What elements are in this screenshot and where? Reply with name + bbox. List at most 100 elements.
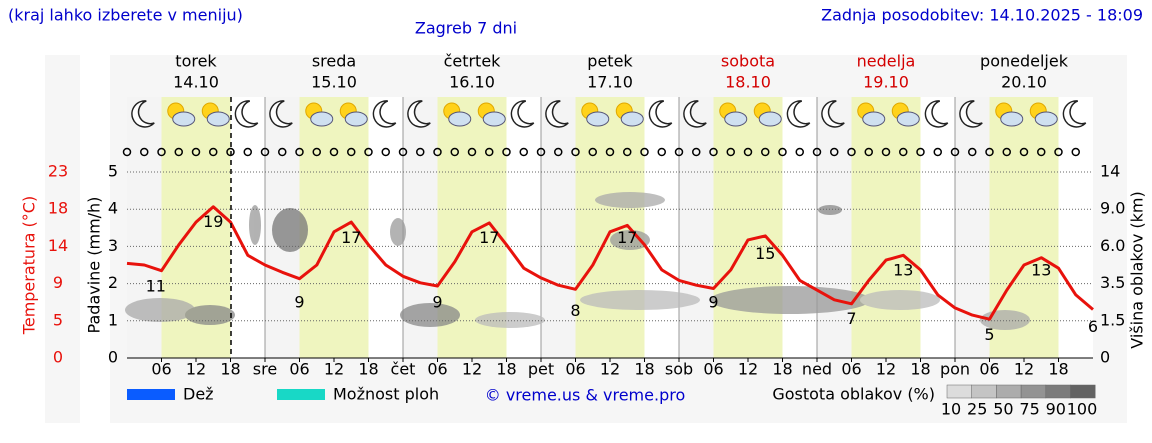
wind-icon: [364, 147, 373, 157]
x-tick-label: 18: [220, 360, 240, 379]
wind-icon: [381, 147, 390, 157]
density-swatch: [1070, 384, 1096, 399]
temperature-label: 9: [294, 293, 304, 312]
x-tick-label: 06: [979, 360, 999, 379]
moon-icon: [269, 100, 293, 128]
temperature-label: 13: [893, 260, 913, 279]
wind-icon: [881, 147, 891, 157]
wind-icon: [812, 147, 822, 157]
y-tick-label: 5: [108, 162, 118, 181]
day-band: [713, 97, 783, 358]
x-tick-label: 06: [841, 360, 861, 379]
legend-swatch: [127, 389, 175, 400]
x-tick-label: čet: [391, 360, 416, 379]
x-tick-label: sob: [665, 360, 693, 379]
wind-icon: [278, 147, 287, 157]
cloud-icon: [896, 111, 920, 127]
temperature-label: 17: [479, 228, 499, 247]
left-panel: [45, 55, 80, 423]
day-band: [575, 97, 645, 358]
temperature-label: 5: [984, 325, 994, 344]
density-label: Gostota oblakov (%): [772, 385, 935, 404]
wind-icon: [571, 147, 580, 157]
y2-tick-label: 6.0: [1100, 236, 1125, 255]
wind-icon: [1019, 147, 1029, 157]
day-date: 19.10: [863, 73, 909, 92]
moon-icon: [683, 100, 707, 128]
day-date: 14.10: [173, 73, 219, 92]
wind-icon: [605, 147, 615, 157]
wind-icon: [467, 147, 477, 157]
cloud-icon: [724, 111, 748, 127]
density-swatch: [946, 384, 972, 399]
x-tick-label: sre: [253, 360, 277, 379]
cloud-icon: [482, 111, 506, 127]
day-name: sreda: [312, 52, 356, 71]
density-swatch: [996, 384, 1022, 399]
density-swatch: [1045, 384, 1071, 399]
wind-icon: [260, 147, 270, 157]
legend-label: Dež: [183, 385, 214, 404]
wind-icon: [1054, 147, 1063, 157]
wind-icon: [1002, 147, 1011, 157]
wind-icon: [485, 147, 494, 157]
moon-icon: [924, 100, 949, 128]
legend-swatch: [277, 389, 325, 400]
cloud-icon: [448, 111, 472, 127]
x-tick-label: 12: [324, 360, 344, 379]
x-tick-label: 18: [634, 360, 654, 379]
wind-icon: [968, 147, 977, 157]
wind-icon: [778, 147, 787, 157]
y2-tick-label: 14: [1100, 162, 1120, 181]
wind-icon: [692, 147, 701, 157]
cloud-icon: [206, 111, 230, 127]
wind-icon: [416, 147, 425, 157]
x-tick-label: 12: [738, 360, 758, 379]
night-band: [679, 97, 714, 358]
density-swatch: [1020, 384, 1047, 399]
temperature-label: 13: [1031, 260, 1051, 279]
x-tick-label: 06: [565, 360, 585, 379]
x-tick-label: 06: [151, 360, 171, 379]
title: Zagreb 7 dni: [415, 19, 517, 38]
density-tick-label: 25: [967, 400, 987, 419]
legend-label: Možnost ploh: [333, 385, 439, 404]
x-tick-label: 18: [496, 360, 516, 379]
night-band: [1058, 97, 1093, 358]
temp-axis-label: Temperatura (°C): [20, 196, 39, 335]
y-tick-label: 2: [108, 273, 118, 292]
cloud-icon: [758, 111, 782, 127]
cloud-icon: [310, 111, 334, 127]
day-date: 15.10: [311, 73, 357, 92]
wind-icon: [122, 147, 132, 157]
day-date: 20.10: [1001, 73, 1047, 92]
moon-icon: [821, 100, 845, 128]
wind-icon: [433, 147, 442, 157]
temperature-label: 15: [755, 244, 775, 263]
wind-icon: [674, 147, 684, 157]
temperature-label: 17: [341, 228, 361, 247]
night-band: [920, 97, 955, 358]
wind-icon: [864, 147, 873, 157]
wind-icon: [726, 147, 735, 157]
cloud-icon: [586, 111, 610, 127]
temperature-label: 9: [432, 293, 442, 312]
day-name: ponedeljek: [980, 52, 1069, 71]
moon-icon: [372, 100, 397, 128]
x-tick-label: 12: [1014, 360, 1034, 379]
day-name: četrtek: [444, 52, 502, 71]
temp-tick-label: 0: [53, 348, 63, 367]
day-band: [851, 97, 921, 358]
wind-icon: [588, 147, 597, 157]
y2-tick-label: 0: [1100, 348, 1110, 367]
wind-icon: [554, 147, 563, 157]
cloud-icon: [172, 111, 196, 127]
wind-icon: [1037, 147, 1046, 157]
moon-icon: [786, 100, 811, 128]
legend: Dež Možnost ploh © vreme.us & vreme.pro Gos…: [127, 385, 1097, 419]
temperature-label: 11: [146, 277, 166, 296]
wind-icon: [329, 147, 339, 157]
moon-icon: [648, 100, 673, 128]
wind-icon: [743, 147, 753, 157]
x-tick-label: pet: [528, 360, 554, 379]
